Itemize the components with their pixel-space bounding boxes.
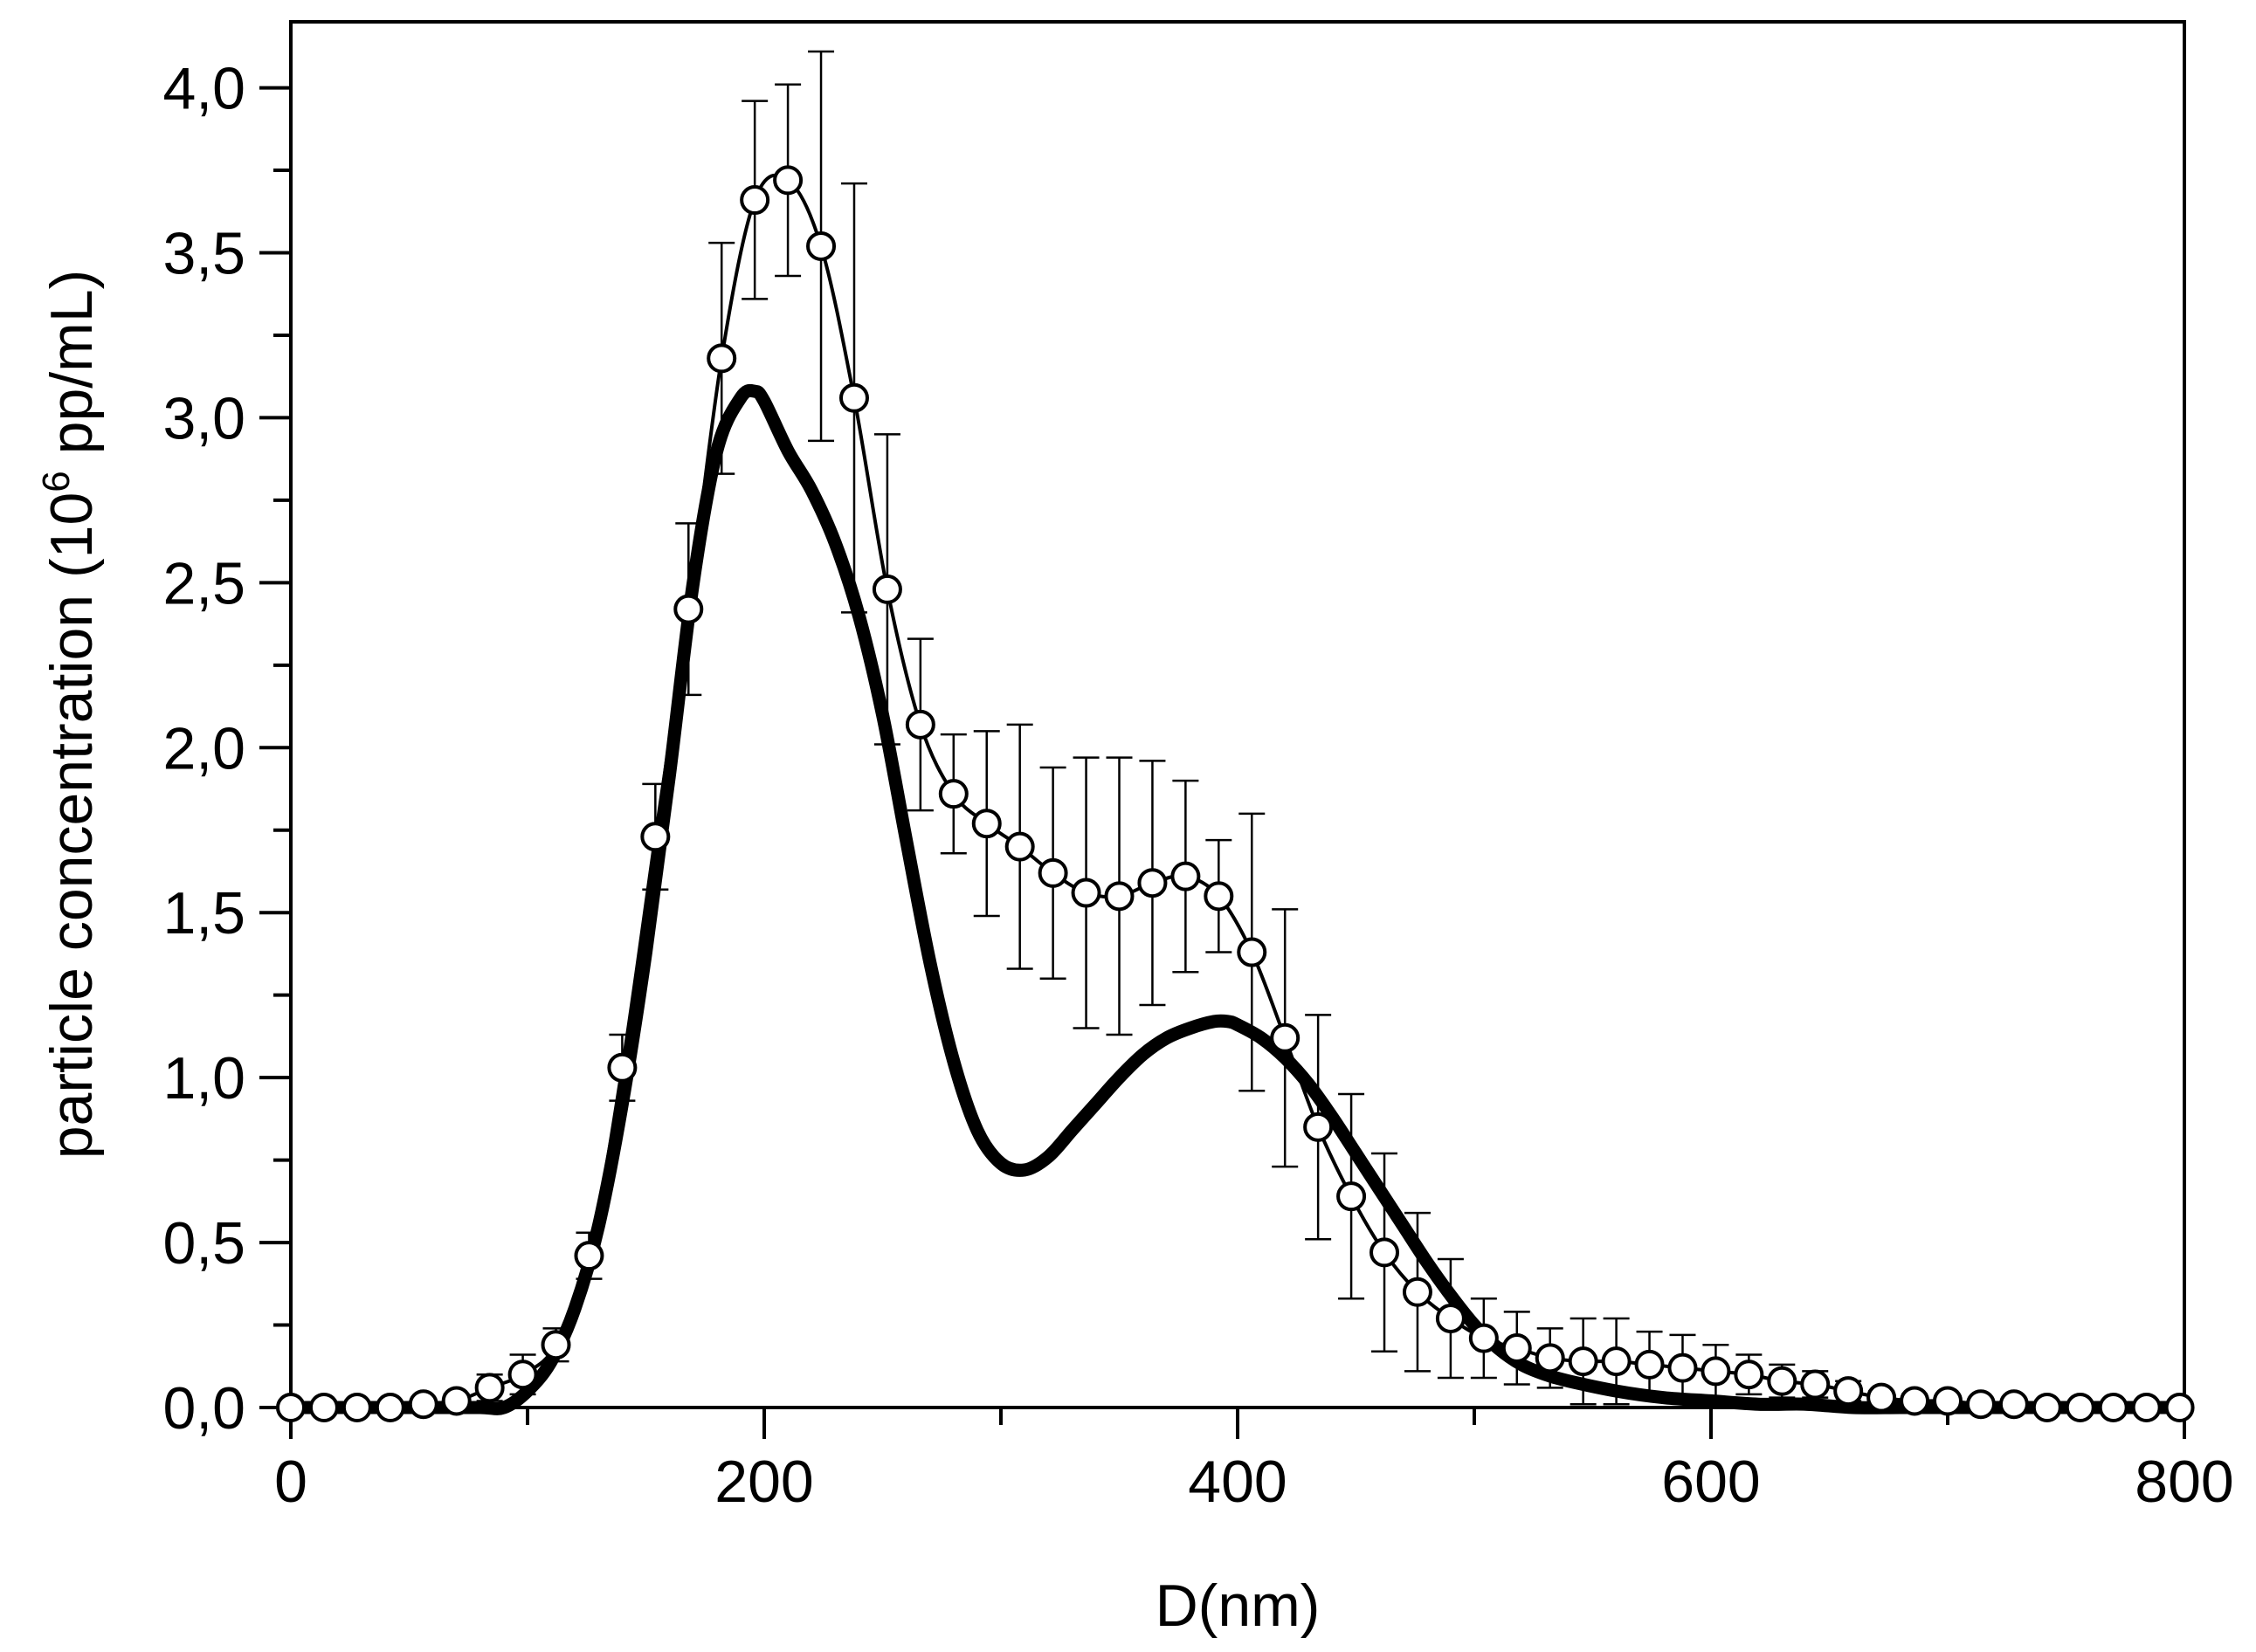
data-point	[1634, 1349, 1665, 1380]
data-point	[1104, 881, 1135, 912]
y-tick-label: 4,0	[162, 56, 245, 122]
data-point	[1866, 1382, 1897, 1413]
y-tick-label: 0,0	[162, 1375, 245, 1442]
data-point	[1833, 1376, 1864, 1407]
y-tick-label: 1,5	[162, 880, 245, 946]
data-point	[872, 574, 902, 604]
x-tick-label: 200	[714, 1449, 813, 1515]
data-point	[1402, 1277, 1432, 1307]
data-point	[276, 1393, 306, 1422]
data-point	[673, 594, 704, 624]
data-point	[773, 165, 804, 196]
x-axis-ticks: 0 200 400 600 800	[274, 1408, 2234, 1515]
data-point	[938, 779, 969, 809]
series-1-line	[291, 173, 2180, 1410]
data-point	[1667, 1353, 1698, 1383]
data-point	[1137, 868, 1168, 898]
series-open-circles	[291, 50, 2180, 1410]
y-tick-label: 3,0	[162, 385, 245, 451]
data-point	[2164, 1393, 2195, 1422]
data-point	[1170, 861, 1201, 891]
y-tick-label: 2,0	[162, 715, 245, 781]
data-point	[408, 1389, 438, 1420]
data-point	[2098, 1393, 2128, 1422]
data-point	[1998, 1389, 2029, 1420]
error-bars	[410, 50, 2027, 1409]
y-tick-label: 1,0	[162, 1045, 245, 1112]
data-point	[1933, 1386, 1963, 1416]
data-point	[1071, 878, 1101, 908]
series-2-line	[284, 383, 2191, 1415]
data-point	[1501, 1332, 1532, 1363]
y-tick-label: 2,5	[162, 550, 245, 616]
data-point	[1468, 1323, 1499, 1353]
data-point	[607, 1052, 638, 1083]
data-point	[1204, 881, 1234, 912]
x-tick-label: 800	[2135, 1449, 2233, 1515]
data-point	[1965, 1389, 1996, 1420]
data-point	[507, 1359, 538, 1390]
data-point	[574, 1241, 604, 1271]
data-point	[1038, 857, 1068, 888]
y-tick-label: 3,5	[162, 221, 245, 287]
data-point	[1303, 1112, 1334, 1142]
y-axis-ticks: 0,0 0,5 1,0 1,5 2,0 2,5 3,0 3,5 4,0	[162, 56, 291, 1442]
plot-area: 0 200 400 600 800 0,0 0,5 1,0 1,5 2,0 2,5 3,0 3,5 4,…	[162, 20, 2234, 1515]
y-axis-title: particle concentration (106 pp/mL)	[35, 270, 105, 1160]
data-point	[905, 709, 935, 740]
data-point	[1568, 1346, 1598, 1377]
data-point	[2032, 1393, 2062, 1422]
y-tick-label: 0,5	[162, 1210, 245, 1277]
data-point	[1701, 1356, 1731, 1387]
data-point	[342, 1393, 372, 1422]
data-point	[640, 822, 671, 852]
data-point	[971, 809, 1002, 839]
data-point	[541, 1330, 571, 1360]
x-tick-label: 0	[274, 1449, 307, 1515]
data-point	[740, 185, 770, 216]
data-point	[1369, 1237, 1400, 1268]
data-point	[474, 1373, 505, 1403]
data-point	[1237, 937, 1267, 967]
data-point	[1800, 1369, 1831, 1400]
y-axis-title-main: particle concentration (10	[38, 492, 105, 1160]
series-1-markers	[276, 165, 2195, 1422]
series-thick-line	[284, 383, 2191, 1415]
data-point	[1336, 1181, 1367, 1212]
y-axis-title-superscript: 6	[35, 471, 78, 492]
data-point	[707, 343, 737, 374]
data-point	[1270, 1022, 1300, 1053]
data-point	[375, 1393, 405, 1422]
data-point	[1535, 1343, 1565, 1373]
data-point	[1004, 831, 1035, 862]
data-point	[2131, 1393, 2162, 1422]
data-point	[308, 1393, 339, 1422]
data-point	[2065, 1393, 2095, 1422]
data-point	[806, 231, 837, 261]
data-point	[1900, 1386, 1930, 1416]
data-point	[1734, 1359, 1764, 1390]
data-point	[1601, 1346, 1632, 1377]
x-tick-label: 400	[1188, 1449, 1287, 1515]
x-tick-label: 600	[1661, 1449, 1760, 1515]
data-point	[1435, 1303, 1466, 1333]
data-point	[838, 382, 869, 413]
plot-frame	[289, 20, 2186, 1409]
data-point	[441, 1386, 472, 1416]
data-point	[1767, 1366, 1797, 1396]
x-axis-title: D(nm)	[1156, 1573, 1321, 1639]
y-axis-title-suffix: pp/mL)	[38, 270, 105, 472]
